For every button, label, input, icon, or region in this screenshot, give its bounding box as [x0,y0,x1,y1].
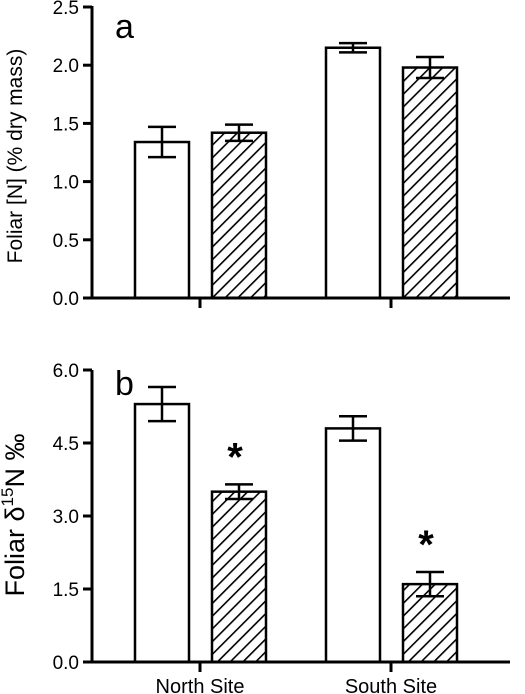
y-tick-label: 6.0 [53,361,79,382]
y-tick-label: 0.0 [53,653,79,674]
y-tick-label: 4.5 [53,434,79,455]
panel-b-y-axis-label: Foliar δ15N ‰ [0,434,30,597]
significance-asterisk: * [418,523,434,567]
bar [401,66,459,300]
y-tick-label: 1.5 [53,580,79,601]
y-tick-label: 1.5 [53,114,79,135]
y-tick-label: 2.0 [53,56,79,77]
y-tick-label: 0.0 [53,289,79,310]
bar [133,402,191,664]
panel-b-x-ticks [198,662,393,672]
panel-a: a Foliar [N] (% dry mass) 0.0 0.5 1.0 1.5 2.… [4,0,510,310]
panel-b-y-axis-label-suffix: N ‰ [0,434,30,488]
panel-b-bars [133,385,459,664]
panel-b-label: b [115,365,134,403]
y-tick-label: 3.0 [53,507,79,528]
panel-b-y-ticks: 0.0 1.5 3.0 4.5 6.0 [53,361,92,674]
panel-b-category-labels: North Site South Site [156,676,438,694]
panel-a-x-ticks [198,298,393,308]
panel-b-annotations: ** [227,435,434,567]
panel-b-y-axis-label-prefix: Foliar δ [0,506,30,596]
panel-a-y-axis-label: Foliar [N] (% dry mass) [4,49,27,264]
bar [324,427,382,664]
bar [210,131,268,300]
y-tick-label: 2.5 [53,0,79,19]
panel-a-bars [133,41,459,300]
category-label: North Site [156,676,245,694]
significance-asterisk: * [227,435,243,479]
panel-b-y-axis-label-superscript: 15 [0,488,17,507]
y-tick-label: 0.5 [53,231,79,252]
bar [210,490,268,664]
bar [324,46,382,300]
panel-a-y-ticks: 0.0 0.5 1.0 1.5 2.0 2.5 [53,0,92,310]
panel-b: b Foliar δ15N ‰ 0.01.53.04.56.0 ** North… [0,361,510,694]
bar [133,140,191,300]
panel-a-label: a [115,8,134,46]
category-label: South Site [345,676,437,694]
y-tick-label: 1.0 [53,173,79,194]
